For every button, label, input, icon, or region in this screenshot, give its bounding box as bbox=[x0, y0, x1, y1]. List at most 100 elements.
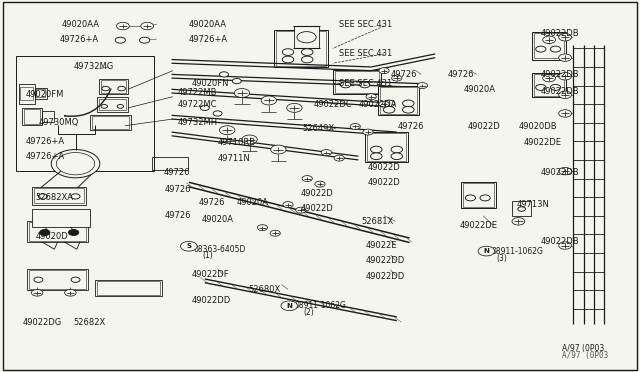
Circle shape bbox=[559, 73, 572, 80]
Bar bbox=[274, 30, 328, 67]
Bar bbox=[365, 132, 408, 162]
Text: (2): (2) bbox=[303, 308, 314, 317]
Bar bbox=[378, 86, 419, 115]
Circle shape bbox=[234, 89, 250, 97]
Text: 52681X: 52681X bbox=[362, 217, 394, 226]
Text: 49022D: 49022D bbox=[301, 189, 333, 198]
Text: 49726+A: 49726+A bbox=[26, 137, 65, 146]
Bar bbox=[97, 97, 128, 112]
Text: 49732MH: 49732MH bbox=[178, 118, 218, 126]
Text: S: S bbox=[186, 243, 191, 249]
Text: 49022DF: 49022DF bbox=[192, 270, 230, 279]
Circle shape bbox=[71, 277, 80, 282]
Text: 49022DB: 49022DB bbox=[541, 70, 579, 79]
Bar bbox=[532, 73, 566, 97]
Text: 49022DD: 49022DD bbox=[366, 256, 405, 265]
Text: 49022DD: 49022DD bbox=[366, 272, 405, 280]
Circle shape bbox=[115, 37, 125, 43]
Circle shape bbox=[379, 68, 389, 74]
Circle shape bbox=[478, 246, 495, 256]
Circle shape bbox=[383, 106, 395, 113]
Bar bbox=[463, 183, 494, 207]
Text: A/97 (0P03: A/97 (0P03 bbox=[562, 344, 604, 353]
Circle shape bbox=[71, 194, 80, 199]
Circle shape bbox=[315, 181, 325, 187]
Bar bbox=[380, 87, 417, 114]
Text: 08911-1062G: 08911-1062G bbox=[294, 301, 346, 310]
Bar bbox=[367, 133, 406, 161]
Text: 08911-1062G: 08911-1062G bbox=[492, 247, 543, 256]
Text: 49726: 49726 bbox=[165, 185, 191, 194]
Text: 49022DB: 49022DB bbox=[541, 169, 579, 177]
Bar bbox=[99, 79, 128, 94]
Circle shape bbox=[56, 153, 95, 175]
Text: 49722MC: 49722MC bbox=[178, 100, 218, 109]
Circle shape bbox=[116, 22, 129, 30]
Circle shape bbox=[40, 230, 50, 235]
Text: N: N bbox=[483, 248, 490, 254]
Text: 49726+A: 49726+A bbox=[60, 35, 99, 44]
Bar bbox=[29, 270, 86, 289]
Text: 49726: 49726 bbox=[165, 211, 191, 219]
Text: 49022DE: 49022DE bbox=[524, 138, 561, 147]
Bar bbox=[22, 108, 42, 125]
Circle shape bbox=[465, 195, 476, 201]
Circle shape bbox=[270, 230, 280, 236]
Circle shape bbox=[559, 54, 572, 61]
Text: 52682X: 52682X bbox=[74, 318, 106, 327]
Circle shape bbox=[220, 72, 228, 77]
Text: 49020FM: 49020FM bbox=[26, 90, 64, 99]
Circle shape bbox=[543, 74, 556, 82]
Text: 49022DB: 49022DB bbox=[541, 29, 579, 38]
Bar bbox=[32, 187, 86, 205]
Text: 49022D: 49022D bbox=[467, 122, 500, 131]
Circle shape bbox=[379, 101, 389, 107]
Text: 49713N: 49713N bbox=[517, 200, 550, 209]
Circle shape bbox=[518, 207, 525, 211]
Text: 49020AA: 49020AA bbox=[61, 20, 99, 29]
Text: 49020A: 49020A bbox=[464, 85, 496, 94]
Circle shape bbox=[371, 146, 382, 153]
Text: 49022DC: 49022DC bbox=[314, 100, 352, 109]
Text: 49022DG: 49022DG bbox=[22, 318, 61, 327]
Text: 52680X: 52680X bbox=[248, 285, 280, 294]
Bar bbox=[534, 33, 564, 58]
Circle shape bbox=[350, 124, 360, 129]
Circle shape bbox=[287, 103, 302, 112]
Text: N: N bbox=[286, 303, 292, 309]
Circle shape bbox=[220, 126, 235, 135]
Text: 49020FN: 49020FN bbox=[192, 79, 230, 88]
Text: 52649X: 52649X bbox=[302, 124, 334, 133]
Circle shape bbox=[340, 82, 351, 88]
Bar bbox=[32, 209, 90, 227]
Circle shape bbox=[101, 105, 108, 108]
Text: 08363-6405D: 08363-6405D bbox=[193, 245, 246, 254]
Bar bbox=[29, 222, 86, 241]
Circle shape bbox=[302, 176, 312, 182]
Bar bbox=[27, 269, 88, 290]
Circle shape bbox=[141, 22, 154, 30]
Circle shape bbox=[301, 49, 313, 55]
Circle shape bbox=[301, 56, 313, 63]
Circle shape bbox=[559, 242, 572, 249]
Bar bbox=[99, 99, 126, 110]
Circle shape bbox=[257, 225, 268, 231]
Circle shape bbox=[31, 289, 43, 296]
Circle shape bbox=[559, 91, 572, 99]
Circle shape bbox=[403, 106, 414, 113]
Circle shape bbox=[282, 56, 294, 63]
Text: 49730MQ: 49730MQ bbox=[38, 118, 79, 126]
Text: 49022E: 49022E bbox=[366, 241, 397, 250]
Circle shape bbox=[296, 207, 306, 213]
Bar bbox=[90, 115, 131, 130]
Bar bbox=[19, 84, 35, 104]
Text: 49726+A: 49726+A bbox=[26, 153, 65, 161]
Circle shape bbox=[366, 94, 376, 100]
Bar bbox=[294, 26, 319, 48]
Circle shape bbox=[391, 146, 403, 153]
Text: SEE SEC.431: SEE SEC.431 bbox=[339, 20, 392, 29]
Text: 49732MG: 49732MG bbox=[74, 62, 114, 71]
Circle shape bbox=[232, 78, 241, 84]
Circle shape bbox=[559, 110, 572, 117]
Circle shape bbox=[383, 100, 395, 107]
